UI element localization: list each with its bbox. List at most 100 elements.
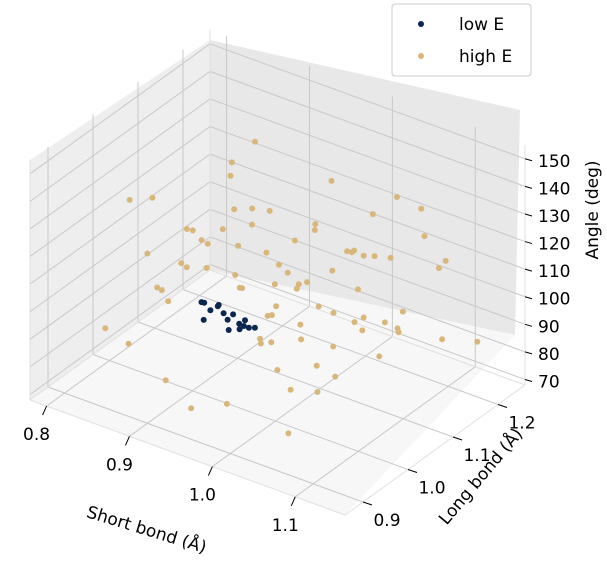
x-tick-label: 1.0 [189,486,216,506]
point-high-e [344,248,351,255]
point-high-e [203,264,210,271]
point-high-e [287,386,294,393]
x-tick-mark [42,405,48,416]
point-high-e [266,207,273,214]
grid-line-x-floor [294,366,476,498]
point-high-e [360,314,367,321]
point-high-e [313,362,320,369]
z-tick-mark [524,296,533,300]
grid-line-z-left [29,43,211,175]
point-high-e [257,340,264,347]
point-high-e [328,177,335,184]
point-low-e [240,323,247,329]
grid-line-z-left [29,70,211,202]
point-high-e [351,319,358,326]
legend-marker-high-e [418,53,424,59]
point-high-e [219,226,226,233]
point-high-e [183,264,190,271]
grid-lines [29,30,526,516]
x-axis-label: Short bond (Å) [84,501,209,558]
point-high-e [399,308,406,315]
grid-line-z-left [29,181,211,313]
point-high-e [183,226,190,232]
grid-line-x-floor [46,275,227,407]
series-low-e [198,299,258,333]
point-high-e [189,227,196,234]
grid-line-z-back [209,43,526,160]
point-high-e [102,325,109,332]
point-high-e [165,298,172,305]
point-high-e [329,267,336,274]
point-high-e [249,205,256,212]
grid-line-y-floor [47,386,364,503]
z-tick-mark [524,268,533,272]
grid-line-x-floor [212,336,393,467]
point-high-e [371,253,378,260]
legend-label-low-e: low E [459,15,504,35]
z-tick-label: 100 [538,290,570,310]
pane-edge [209,269,526,386]
point-high-e [235,242,242,249]
scatter-points [102,138,481,437]
point-high-e [228,159,235,166]
z-tick-mark [524,185,533,189]
y-tick-mark [497,404,508,408]
point-high-e [387,254,394,261]
series-high-e [102,138,481,437]
point-high-e [252,138,258,145]
grid-line-y-floor [182,289,499,405]
y-tick-mark [362,501,373,506]
point-high-e [314,389,321,395]
grid-line-z-left [29,126,211,257]
point-high-e [125,340,132,347]
point-low-e [200,316,207,323]
grid-line-z-left [29,264,211,395]
point-high-e [149,194,156,201]
point-low-e [225,327,232,333]
z-tick-label: 70 [538,372,560,392]
point-high-e [312,221,319,228]
point-high-e [295,281,302,288]
point-high-e [418,205,425,212]
z-tick-label: 130 [538,207,570,227]
tick-marks: 0.8 0.9 1.0 1.1 0.9 1.0 1.1 1.2 70 80 90 100 110 120 1… [23,152,570,536]
point-high-e [394,325,401,332]
z-tick-mark [524,241,533,245]
z-tick-label: 80 [538,345,560,365]
y-tick-label: 1.2 [508,414,535,434]
point-high-e [227,172,234,179]
pane-back [210,40,520,335]
point-low-e [201,299,208,306]
z-tick-label: 120 [538,235,570,255]
point-low-e [224,316,231,323]
y-tick-mark [407,469,418,473]
point-high-e [360,252,367,259]
point-low-e [236,326,243,333]
point-low-e [245,324,252,331]
grid-line-z-back [209,126,526,243]
point-high-e [126,196,133,203]
point-high-e [304,279,311,286]
x-tick-mark [125,436,130,446]
point-high-e [257,335,263,342]
x-tick-mark [207,466,213,476]
point-high-e [249,221,255,228]
point-high-e [332,373,339,380]
z-axis-label: Angle (deg) [583,160,603,259]
point-high-e [311,227,318,233]
grid-line-z-back [209,98,526,215]
point-high-e [330,343,337,350]
point-high-e [158,287,165,294]
point-high-e [144,250,151,257]
point-high-e [369,211,376,218]
y-tick-label: 1.1 [463,446,490,466]
point-high-e [275,261,282,268]
point-high-e [263,249,270,256]
point-high-e [298,336,305,343]
point-low-e [242,317,248,324]
legend-marker-low-e [418,21,424,27]
point-high-e [231,206,238,213]
point-high-e [394,194,400,200]
point-high-e [223,400,230,407]
